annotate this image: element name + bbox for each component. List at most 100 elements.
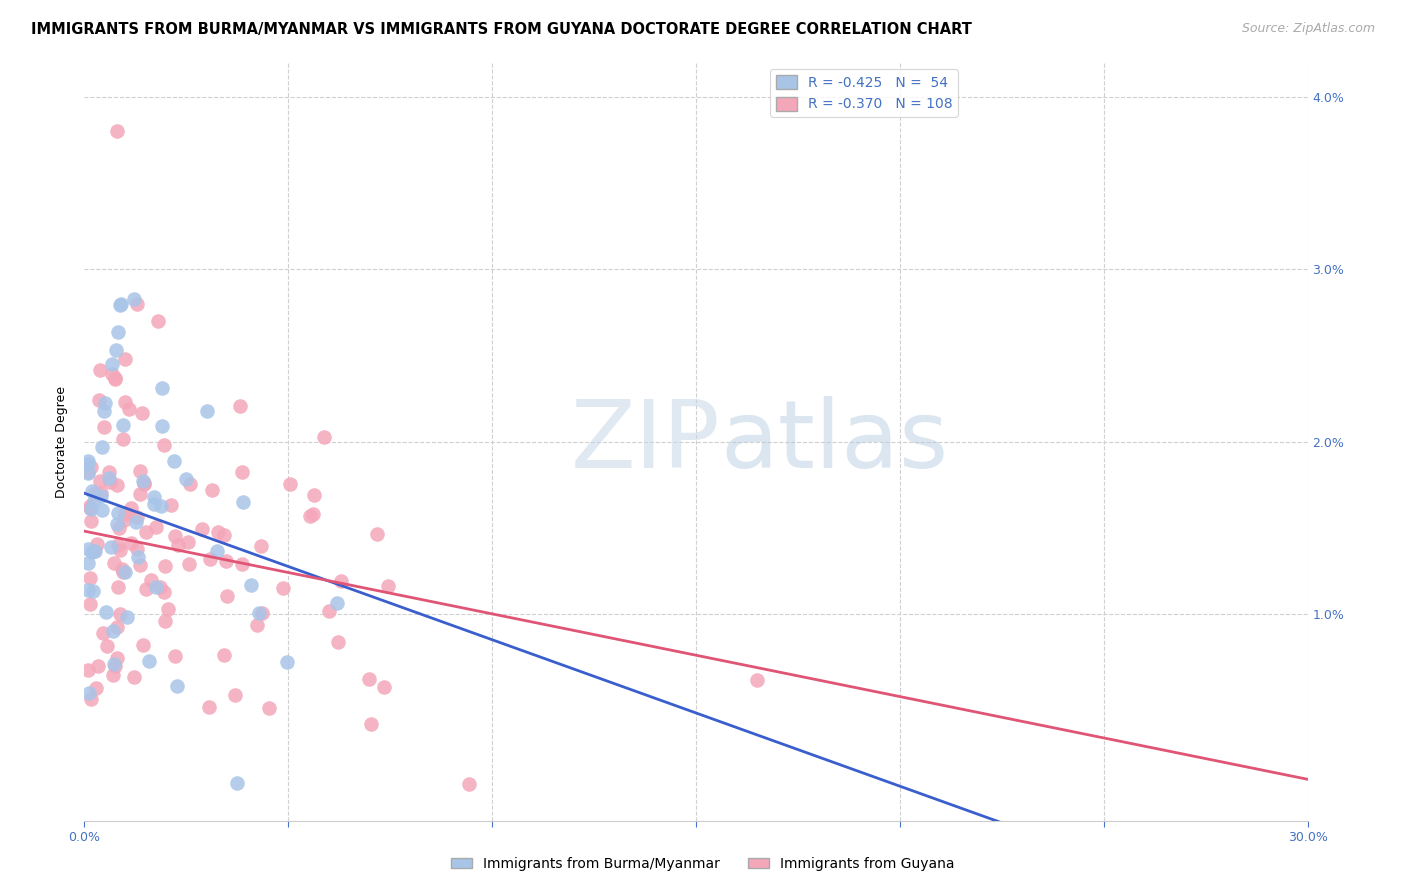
Point [87, 659, 110, 673]
Point [145, 580, 167, 594]
Point [318, 604, 340, 618]
Point [108, 542, 131, 557]
Point [84, 486, 107, 500]
Point [150, 419, 173, 434]
Point [105, 343, 128, 357]
Point [215, 554, 238, 568]
Point [152, 585, 174, 599]
Point [145, 520, 167, 534]
Point [127, 549, 149, 564]
Point [111, 565, 134, 579]
Point [91, 440, 114, 454]
Point [131, 406, 153, 420]
Point [120, 500, 142, 515]
Point [79, 597, 101, 611]
Point [302, 488, 325, 502]
Point [745, 673, 768, 687]
Point [226, 776, 249, 790]
Point [91, 625, 114, 640]
Point [179, 476, 201, 491]
Point [153, 438, 176, 452]
Point [83, 544, 105, 558]
Point [114, 395, 136, 409]
Point [212, 648, 235, 662]
Point [150, 499, 173, 513]
Point [150, 381, 173, 395]
Point [127, 296, 149, 310]
Point [97, 465, 120, 479]
Point [79, 501, 101, 516]
Point [107, 538, 129, 552]
Point [114, 351, 136, 366]
Point [246, 617, 269, 632]
Point [82, 583, 104, 598]
Point [90, 489, 112, 503]
Point [252, 606, 274, 620]
Point [112, 512, 135, 526]
Point [141, 573, 163, 587]
Point [115, 610, 138, 624]
Point [89, 474, 111, 488]
Point [198, 700, 221, 714]
Point [276, 655, 298, 669]
Legend: R = -0.425   N =  54, R = -0.370   N = 108: R = -0.425 N = 54, R = -0.370 N = 108 [770, 70, 957, 117]
Point [98, 471, 121, 485]
Point [111, 432, 134, 446]
Y-axis label: Doctorate Degree: Doctorate Degree [55, 385, 69, 498]
Point [105, 620, 128, 634]
Legend: Immigrants from Burma/Myanmar, Immigrants from Guyana: Immigrants from Burma/Myanmar, Immigrant… [446, 851, 960, 876]
Point [94, 396, 117, 410]
Point [143, 490, 166, 504]
Point [132, 477, 155, 491]
Point [326, 596, 349, 610]
Point [77, 556, 100, 570]
Point [329, 574, 352, 588]
Point [80, 459, 103, 474]
Point [149, 580, 172, 594]
Point [163, 528, 186, 542]
Point [93, 404, 115, 418]
Point [93, 420, 115, 434]
Point [110, 296, 132, 310]
Point [357, 672, 380, 686]
Point [200, 552, 222, 566]
Point [135, 525, 157, 540]
Point [90, 485, 112, 500]
Point [82, 544, 104, 558]
Point [77, 663, 100, 677]
Point [100, 540, 122, 554]
Point [84, 681, 107, 695]
Point [207, 524, 229, 539]
Point [107, 506, 129, 520]
Point [89, 363, 111, 377]
Point [77, 582, 100, 597]
Point [207, 544, 229, 558]
Point [174, 472, 197, 486]
Point [83, 544, 105, 558]
Point [105, 124, 128, 138]
Point [122, 292, 145, 306]
Text: Source: ZipAtlas.com: Source: ZipAtlas.com [1241, 22, 1375, 36]
Point [125, 515, 148, 529]
Point [104, 371, 127, 385]
Point [163, 649, 186, 664]
Point [107, 325, 129, 339]
Point [103, 668, 125, 682]
Point [77, 541, 100, 556]
Point [179, 557, 201, 571]
Point [91, 503, 114, 517]
Point [129, 558, 152, 573]
Point [114, 507, 136, 521]
Point [79, 570, 101, 584]
Point [328, 634, 350, 648]
Point [96, 640, 118, 654]
Point [257, 700, 280, 714]
Point [127, 510, 149, 524]
Point [79, 514, 101, 528]
Point [114, 565, 136, 579]
Point [101, 357, 124, 371]
Point [101, 624, 124, 638]
Point [129, 487, 152, 501]
Text: atlas: atlas [720, 395, 949, 488]
Point [195, 403, 218, 417]
